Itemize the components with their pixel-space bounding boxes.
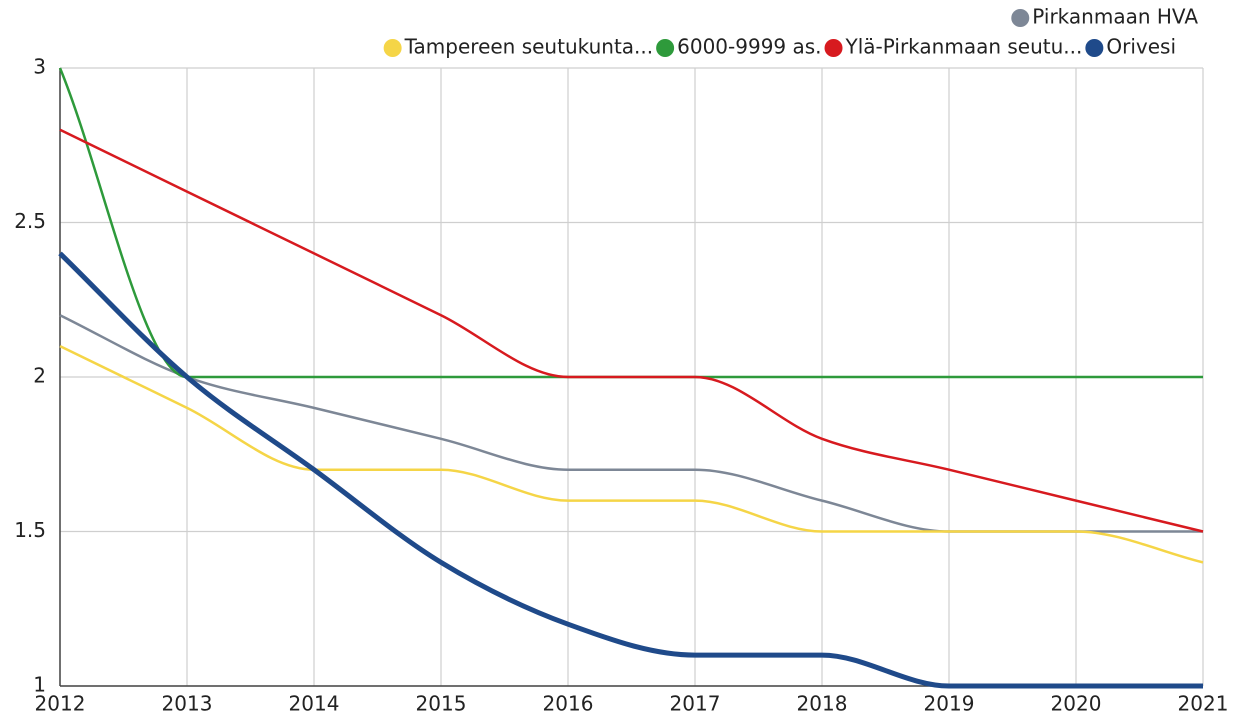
legend-swatch [824,39,843,57]
x-tick-label: 2016 [543,692,594,716]
series-line [58,251,1203,689]
y-tick-label: 2 [33,364,46,388]
legend-label: Pirkanmaan HVA [1032,5,1198,29]
legend-swatch [1011,9,1030,27]
x-tick-label: 2019 [924,692,975,716]
x-tick-label: 2012 [35,692,86,716]
legend-label: Orivesi [1106,35,1176,59]
x-tick-label: 2015 [416,692,467,716]
y-tick-label: 1 [33,673,46,697]
x-tick-label: 2017 [670,692,721,716]
legend-item: Ylä-Pirkanmaan seutu... [824,35,1083,59]
legend-swatch [656,39,675,57]
y-tick-label: 2.5 [14,209,46,233]
y-tick-label: 1.5 [14,518,46,542]
legend-item: Tampereen seutukunta... [383,35,653,59]
x-tick-label: 2020 [1051,692,1102,716]
x-tick-label: 2018 [797,692,848,716]
legend-label: Tampereen seutukunta... [404,35,653,59]
series-line [59,344,1204,564]
x-tick-label: 2014 [289,692,340,716]
x-tick-label: 2013 [162,692,213,716]
x-tick-label: 2021 [1178,692,1229,716]
legend-item: 6000-9999 as. [656,35,822,59]
series-line [59,314,1203,533]
series-line [59,128,1204,533]
legend-item: Pirkanmaan HVA [1011,5,1198,29]
legend-item: Orivesi [1085,35,1176,59]
legend-label: 6000-9999 as. [677,35,821,59]
legend-swatch [1085,39,1104,57]
y-tick-label: 3 [33,55,46,79]
legend-swatch [383,39,402,57]
legend-label: Ylä-Pirkanmaan seutu... [845,35,1083,59]
